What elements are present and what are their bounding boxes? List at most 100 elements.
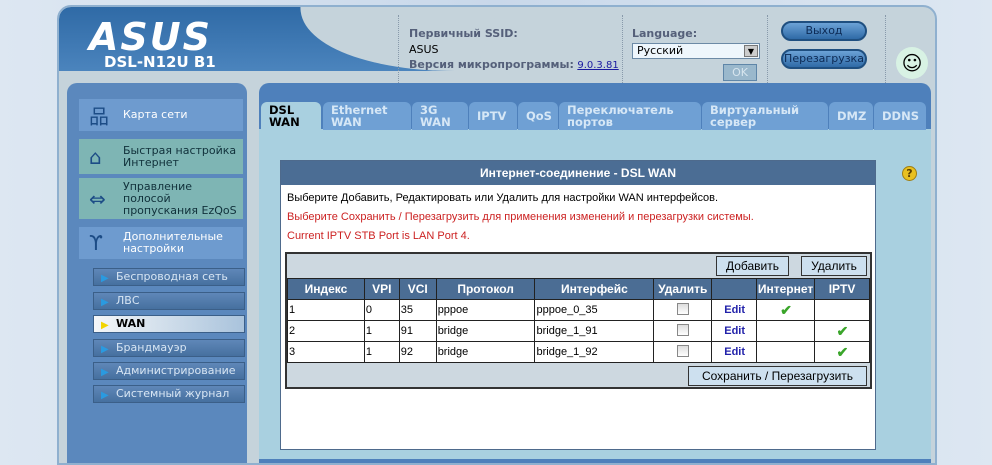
sidebar-item-quick-setup[interactable]: ⌂ Быстрая настройка Интернет	[79, 139, 243, 174]
triangle-icon: ▶	[101, 320, 109, 331]
asus-logo: ASUS	[89, 15, 213, 59]
sub-label: Беспроводная сеть	[116, 270, 228, 283]
model-name: DSL-N12U B1	[104, 53, 216, 71]
triangle-icon: ▶	[101, 297, 109, 308]
col-interface: Интерфейс	[534, 278, 655, 300]
sidebar: 品 Карта сети ⌂ Быстрая настройка Интернет …	[67, 83, 247, 463]
help-icon[interactable]: ?	[902, 166, 917, 181]
check-icon: ✔	[814, 341, 870, 363]
sidebar-sub-admin[interactable]: ▶ Администрирование	[93, 362, 245, 380]
add-button[interactable]: Добавить	[716, 256, 789, 276]
logout-button[interactable]: Выход	[781, 21, 867, 41]
language-value: Русский	[637, 44, 684, 57]
edit-link[interactable]: Edit	[711, 320, 758, 342]
edit-link[interactable]: Edit	[711, 299, 758, 321]
triangle-icon: ▶	[101, 367, 109, 378]
sidebar-sub-lan[interactable]: ▶ ЛВС	[93, 292, 245, 310]
sidebar-item-network-map[interactable]: 品 Карта сети	[79, 99, 243, 131]
sidebar-item-ezqos[interactable]: ⇔ Управление полосой пропускания EzQoS	[79, 178, 243, 219]
sidebar-item-label: Карта сети	[123, 108, 188, 121]
ssid-value: ASUS	[409, 43, 439, 56]
col-edit	[711, 278, 758, 300]
sub-label: WAN	[116, 317, 146, 330]
sidebar-sub-syslog[interactable]: ▶ Системный журнал	[93, 385, 245, 403]
sidebar-item-advanced[interactable]: ϒ Дополнительные настройки	[79, 227, 243, 259]
tab-dsl-wan[interactable]: DSL WAN	[261, 102, 321, 130]
delete-checkbox[interactable]	[677, 302, 690, 315]
cell-internet	[756, 341, 816, 363]
divider	[885, 15, 886, 85]
check-icon: ✔	[756, 299, 816, 321]
edit-link[interactable]: Edit	[711, 341, 758, 363]
sidebar-sub-wan[interactable]: ▶ WAN	[93, 315, 245, 333]
chevron-down-icon[interactable]: ▼	[744, 45, 758, 57]
cell-vpi: 1	[363, 341, 400, 363]
save-reboot-button[interactable]: Сохранить / Перезагрузить	[688, 366, 867, 386]
cell-interface: pppoe_0_35	[534, 299, 655, 321]
network-map-icon: 品	[89, 104, 109, 129]
info-text: Выберите Добавить, Редактировать или Уда…	[287, 192, 719, 204]
iptv-note: Current IPTV STB Port is LAN Port 4.	[287, 230, 470, 242]
col-delete: Удалить	[653, 278, 713, 300]
cell-iptv	[814, 299, 870, 321]
tab-qos[interactable]: QoS	[518, 102, 558, 130]
sub-label: Брандмауэр	[116, 341, 187, 354]
warning-text: Выберите Сохранить / Перезагрузить для п…	[287, 211, 754, 223]
wan-panel: Интернет-соединение - DSL WAN Выберите Д…	[280, 160, 876, 450]
cell-index: 3	[287, 341, 365, 363]
col-internet: Интернет	[756, 278, 816, 300]
delete-checkbox[interactable]	[677, 344, 690, 357]
divider	[622, 15, 623, 85]
triangle-icon: ▶	[101, 390, 109, 401]
triangle-icon: ▶	[101, 344, 109, 355]
sidebar-sub-wireless[interactable]: ▶ Беспроводная сеть	[93, 268, 245, 286]
tools-icon: ϒ	[89, 231, 103, 255]
delete-button[interactable]: Удалить	[801, 256, 867, 276]
cell-vci: 35	[398, 299, 437, 321]
cell-protocol: bridge	[435, 320, 536, 342]
table-row: 1 0 35 pppoe pppoe_0_35 Edit ✔	[287, 299, 870, 321]
tab-ethernet-wan[interactable]: Ethernet WAN	[323, 102, 411, 130]
sub-label: ЛВС	[116, 294, 140, 307]
cell-vpi: 1	[363, 320, 400, 342]
tab-virtual-server[interactable]: Виртуальный сервер	[702, 102, 828, 130]
cell-vpi: 0	[363, 299, 400, 321]
tab-ddns[interactable]: DDNS	[874, 102, 926, 130]
tab-port-switch[interactable]: Переключатель портов	[559, 102, 701, 130]
reboot-button[interactable]: Перезагрузка	[781, 49, 867, 69]
wan-table-container: Добавить Удалить Индекс VPI VCI Протокол Инт…	[285, 252, 872, 389]
language-select[interactable]: Русский ▼	[632, 43, 760, 59]
cell-vci: 91	[398, 320, 437, 342]
divider	[767, 15, 768, 85]
ssid-label: Первичный SSID:	[409, 27, 518, 40]
triangle-icon: ▶	[101, 273, 109, 284]
sidebar-item-label: Управление полосой пропускания EzQoS	[123, 179, 237, 217]
cell-interface: bridge_1_91	[534, 320, 655, 342]
cell-protocol: bridge	[435, 341, 536, 363]
col-iptv: IPTV	[814, 278, 870, 300]
sidebar-item-label: Дополнительные настройки	[123, 230, 223, 255]
firmware-link[interactable]: 9.0.3.81	[577, 60, 619, 71]
firmware-label: Версия микропрограммы:	[409, 58, 574, 71]
delete-checkbox[interactable]	[677, 323, 690, 336]
col-vci: VCI	[398, 278, 437, 300]
language-label: Language:	[632, 27, 698, 40]
table-header: Индекс VPI VCI Протокол Интерфейс Удалить Инте…	[287, 278, 870, 300]
sidebar-sub-firewall[interactable]: ▶ Брандмауэр	[93, 339, 245, 357]
doctor-avatar-icon[interactable]: ☺	[896, 47, 928, 79]
col-protocol: Протокол	[435, 278, 536, 300]
qos-icon: ⇔	[89, 186, 106, 211]
router-frame: ASUS DSL-N12U B1 Первичный SSID: ASUS Ве…	[57, 5, 937, 465]
cell-internet	[756, 320, 816, 342]
sub-label: Администрирование	[116, 364, 236, 377]
tab-iptv[interactable]: IPTV	[469, 102, 517, 130]
tab-3g-wan[interactable]: 3G WAN	[412, 102, 468, 130]
language-ok-button[interactable]: OK	[723, 64, 757, 81]
cell-interface: bridge_1_92	[534, 341, 655, 363]
tab-dmz[interactable]: DMZ	[829, 102, 873, 130]
sidebar-item-label: Быстрая настройка Интернет	[123, 143, 237, 169]
router-icon: ⌂	[89, 144, 102, 169]
panel-title: Интернет-соединение - DSL WAN	[281, 161, 875, 185]
table-row: 2 1 91 bridge bridge_1_91 Edit ✔	[287, 320, 870, 342]
cell-index: 1	[287, 299, 365, 321]
